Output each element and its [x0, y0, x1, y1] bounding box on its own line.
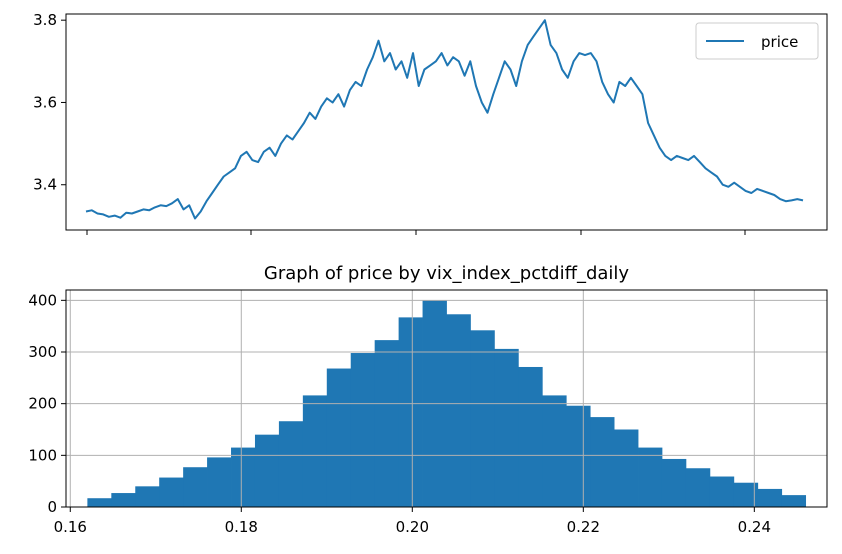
histogram-bar — [494, 348, 519, 507]
histogram-bar — [685, 468, 711, 507]
histogram-bar — [350, 353, 376, 507]
plot-frame — [65, 13, 828, 231]
histogram-bar — [374, 340, 400, 507]
histogram-bar — [542, 395, 567, 507]
histogram-bar — [87, 498, 112, 507]
histogram-bar — [661, 458, 687, 507]
histogram-chart: Graph of price by vix_index_pctdiff_dail… — [28, 263, 828, 536]
series-line-price — [85, 19, 804, 220]
histogram-bar — [183, 467, 208, 507]
y-tick-label: 3.6 — [33, 93, 57, 111]
histogram-bar — [590, 417, 615, 507]
histogram-bar — [446, 314, 471, 507]
histogram-bar — [302, 395, 328, 507]
price-line-chart: 3.4 3.6 3.8 price — [33, 11, 828, 235]
y-tick-label: 3.8 — [33, 11, 57, 29]
legend: price — [695, 22, 819, 60]
histogram-bar — [254, 434, 280, 507]
histogram-bar — [638, 447, 663, 507]
y-tick-label: 300 — [28, 343, 57, 361]
histogram-bar — [278, 421, 304, 507]
histogram-bar — [566, 405, 591, 507]
legend-label-price: price — [761, 33, 798, 51]
x-tick-label: 0.22 — [567, 518, 600, 536]
legend-box — [695, 22, 819, 60]
y-tick-label: 200 — [28, 395, 57, 413]
chart-title: Graph of price by vix_index_pctdiff_dail… — [264, 263, 630, 284]
y-tick-label: 0 — [47, 498, 57, 516]
histogram-bar — [111, 493, 136, 507]
histogram-bar — [326, 368, 352, 507]
histogram-bar — [614, 429, 639, 507]
y-tick-label: 100 — [28, 446, 57, 464]
histogram-bar — [135, 486, 160, 507]
histogram-bar — [207, 457, 232, 507]
histogram-bar — [159, 477, 184, 507]
x-tick-label: 0.20 — [396, 518, 429, 536]
y-tick-label: 400 — [28, 291, 57, 309]
x-tick-label: 0.24 — [738, 518, 771, 536]
histogram-bar — [757, 488, 783, 507]
histogram-bar — [781, 495, 807, 507]
histogram-bar — [470, 330, 495, 507]
x-tick-label: 0.18 — [225, 518, 258, 536]
histogram-bar — [709, 476, 735, 507]
y-tick-label: 3.4 — [33, 176, 57, 194]
x-tick-label: 0.16 — [54, 518, 87, 536]
plot-frame — [65, 289, 828, 508]
histogram-bar — [398, 317, 423, 507]
histogram-bar — [518, 366, 543, 507]
histogram-bar — [231, 447, 256, 507]
